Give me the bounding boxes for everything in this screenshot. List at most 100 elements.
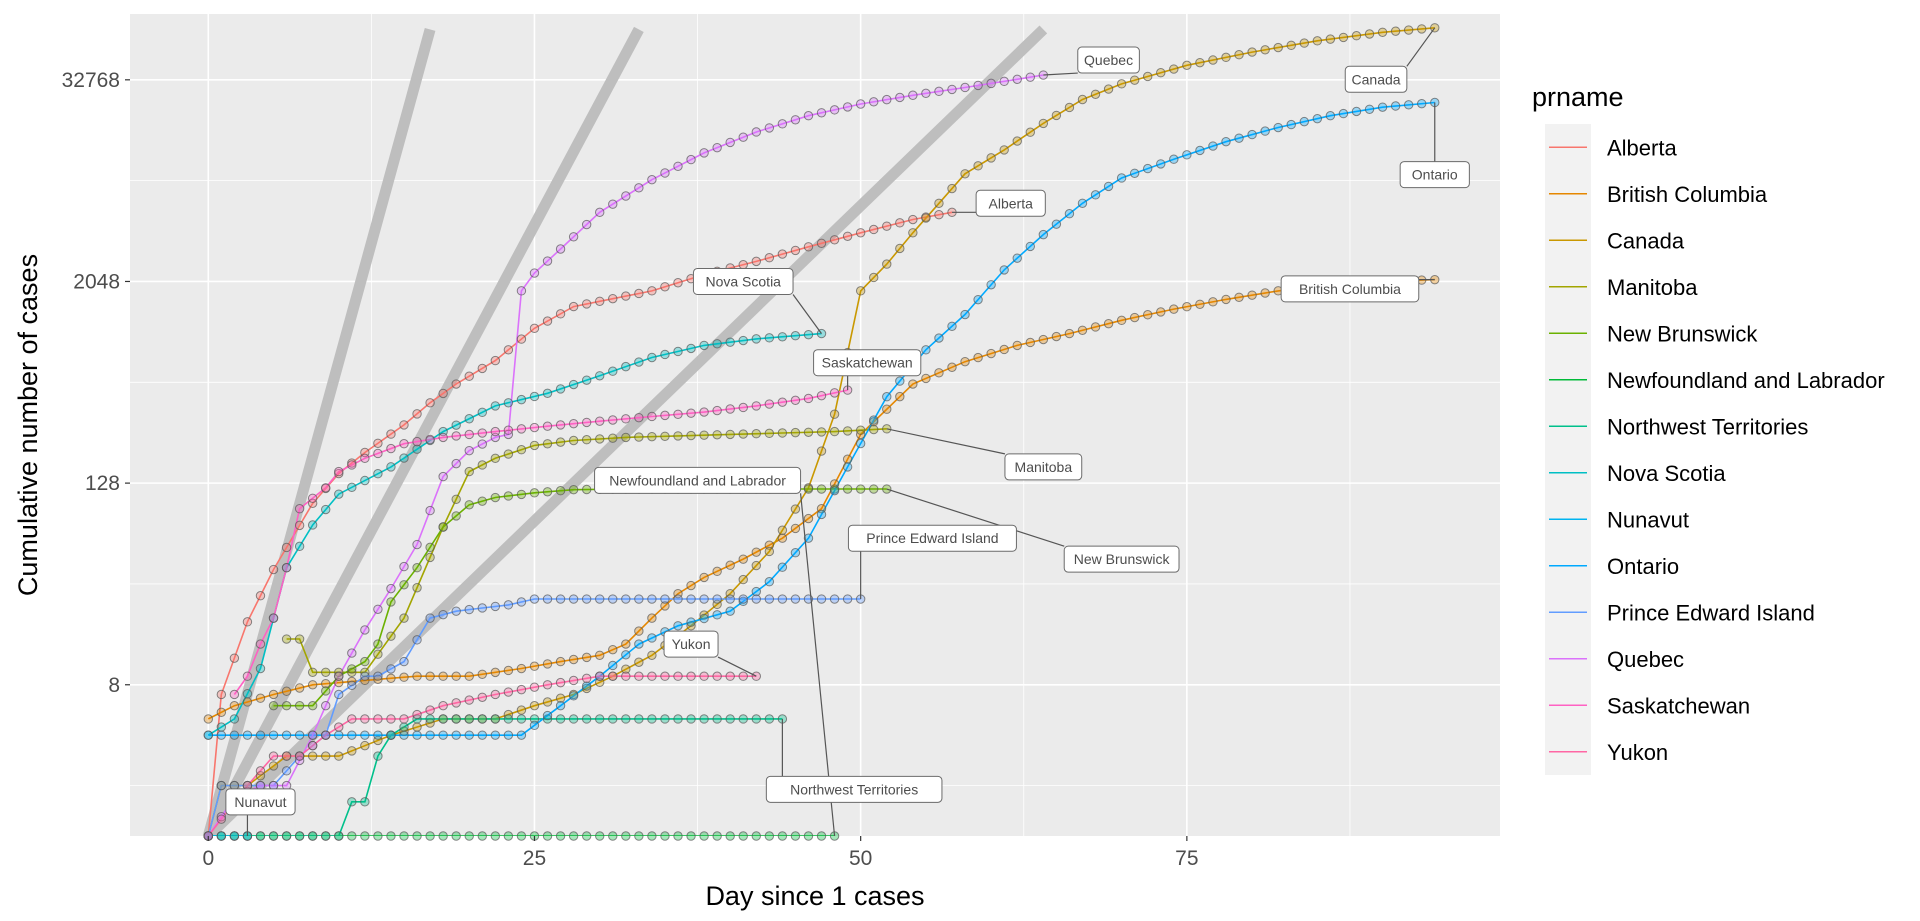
data-point: [255, 693, 266, 703]
data-point: [334, 466, 344, 477]
data-point: [581, 714, 592, 724]
data-point: [908, 90, 918, 100]
data-point: [1312, 113, 1323, 124]
data-point: [1273, 42, 1283, 53]
data-point: [542, 697, 553, 707]
callout-box: [975, 189, 1046, 217]
data-point: [294, 541, 305, 552]
data-point: [673, 594, 683, 604]
data-point: [373, 448, 383, 459]
callout-box: [1344, 65, 1408, 93]
data-point: [725, 606, 735, 616]
data-point: [1403, 100, 1414, 110]
y-tick-label: 128: [85, 472, 120, 495]
data-point: [216, 812, 227, 822]
data-point: [816, 446, 827, 456]
legend-label: New Brunswick: [1607, 321, 1758, 346]
callout-nova-scotia: Nova Scotia: [692, 267, 823, 334]
data-point: [373, 639, 383, 649]
callout-label: Nunavut: [234, 794, 286, 810]
data-point: [816, 238, 827, 248]
data-point: [255, 766, 266, 776]
data-point: [386, 443, 396, 454]
data-point: [477, 730, 487, 740]
data-point: [738, 831, 748, 841]
legend-label: Ontario: [1607, 554, 1679, 579]
data-point: [829, 594, 840, 604]
data-point: [412, 635, 422, 645]
data-point: [634, 357, 644, 367]
data-point: [751, 560, 761, 571]
data-point: [581, 681, 592, 691]
data-point: [751, 831, 761, 841]
data-point: [738, 402, 748, 413]
data-point: [386, 730, 396, 740]
data-point: [621, 432, 631, 443]
data-point: [386, 597, 396, 607]
data-point: [347, 648, 357, 658]
legend: Alberta British Columbia Canada Manitoba New…: [1545, 124, 1885, 775]
legend-label: Prince Edward Island: [1607, 600, 1815, 625]
data-point: [1038, 118, 1049, 129]
data-point: [360, 671, 370, 681]
data-point: [973, 294, 983, 305]
x-tick-label: 25: [523, 847, 546, 870]
data-point: [464, 371, 474, 381]
data-point: [307, 751, 318, 761]
data-point: [1195, 299, 1205, 309]
data-point: [477, 363, 487, 374]
legend-item-manitoba: Manitoba: [1549, 275, 1698, 300]
data-point: [255, 639, 266, 649]
data-point: [790, 831, 801, 841]
data-point: [712, 405, 722, 416]
data-point: [229, 714, 240, 724]
data-point: [608, 415, 618, 425]
data-point: [294, 520, 305, 531]
data-point: [529, 661, 540, 671]
data-point: [255, 831, 266, 841]
data-point: [334, 677, 344, 688]
data-point: [829, 485, 840, 496]
legend-item-nova-scotia: Nova Scotia: [1549, 461, 1726, 486]
legend-label: Yukon: [1607, 740, 1668, 765]
data-point: [1169, 304, 1179, 314]
data-point: [516, 663, 527, 674]
data-point: [738, 671, 748, 681]
callout-leader: [1043, 72, 1078, 76]
data-point: [751, 586, 761, 597]
callout-box: [663, 630, 719, 658]
data-point: [699, 671, 709, 681]
data-point: [490, 401, 501, 411]
data-point: [634, 432, 644, 442]
data-point: [634, 626, 644, 636]
data-point: [816, 509, 827, 520]
data-point: [373, 674, 383, 685]
data-point: [777, 332, 788, 342]
data-point: [334, 689, 344, 700]
data-point: [921, 345, 931, 355]
data-point: [399, 561, 409, 572]
data-point: [1417, 24, 1427, 34]
data-point: [1143, 310, 1153, 320]
data-point: [869, 415, 879, 425]
data-point: [555, 714, 566, 724]
callout-label: Nova Scotia: [705, 273, 781, 289]
data-point: [595, 714, 605, 724]
data-point: [777, 119, 788, 129]
data-point: [568, 714, 579, 724]
data-point: [529, 594, 540, 604]
data-point: [855, 484, 866, 494]
data-point: [425, 505, 435, 516]
data-point: [855, 99, 866, 109]
data-point: [686, 154, 696, 165]
data-point: [882, 221, 892, 231]
data-point: [764, 399, 775, 409]
data-point: [477, 714, 487, 724]
data-point: [842, 594, 853, 604]
data-point: [686, 617, 696, 627]
data-point: [334, 671, 344, 681]
data-point: [307, 493, 318, 503]
data-point: [1143, 71, 1153, 82]
data-point: [438, 609, 448, 620]
data-point: [869, 224, 879, 235]
